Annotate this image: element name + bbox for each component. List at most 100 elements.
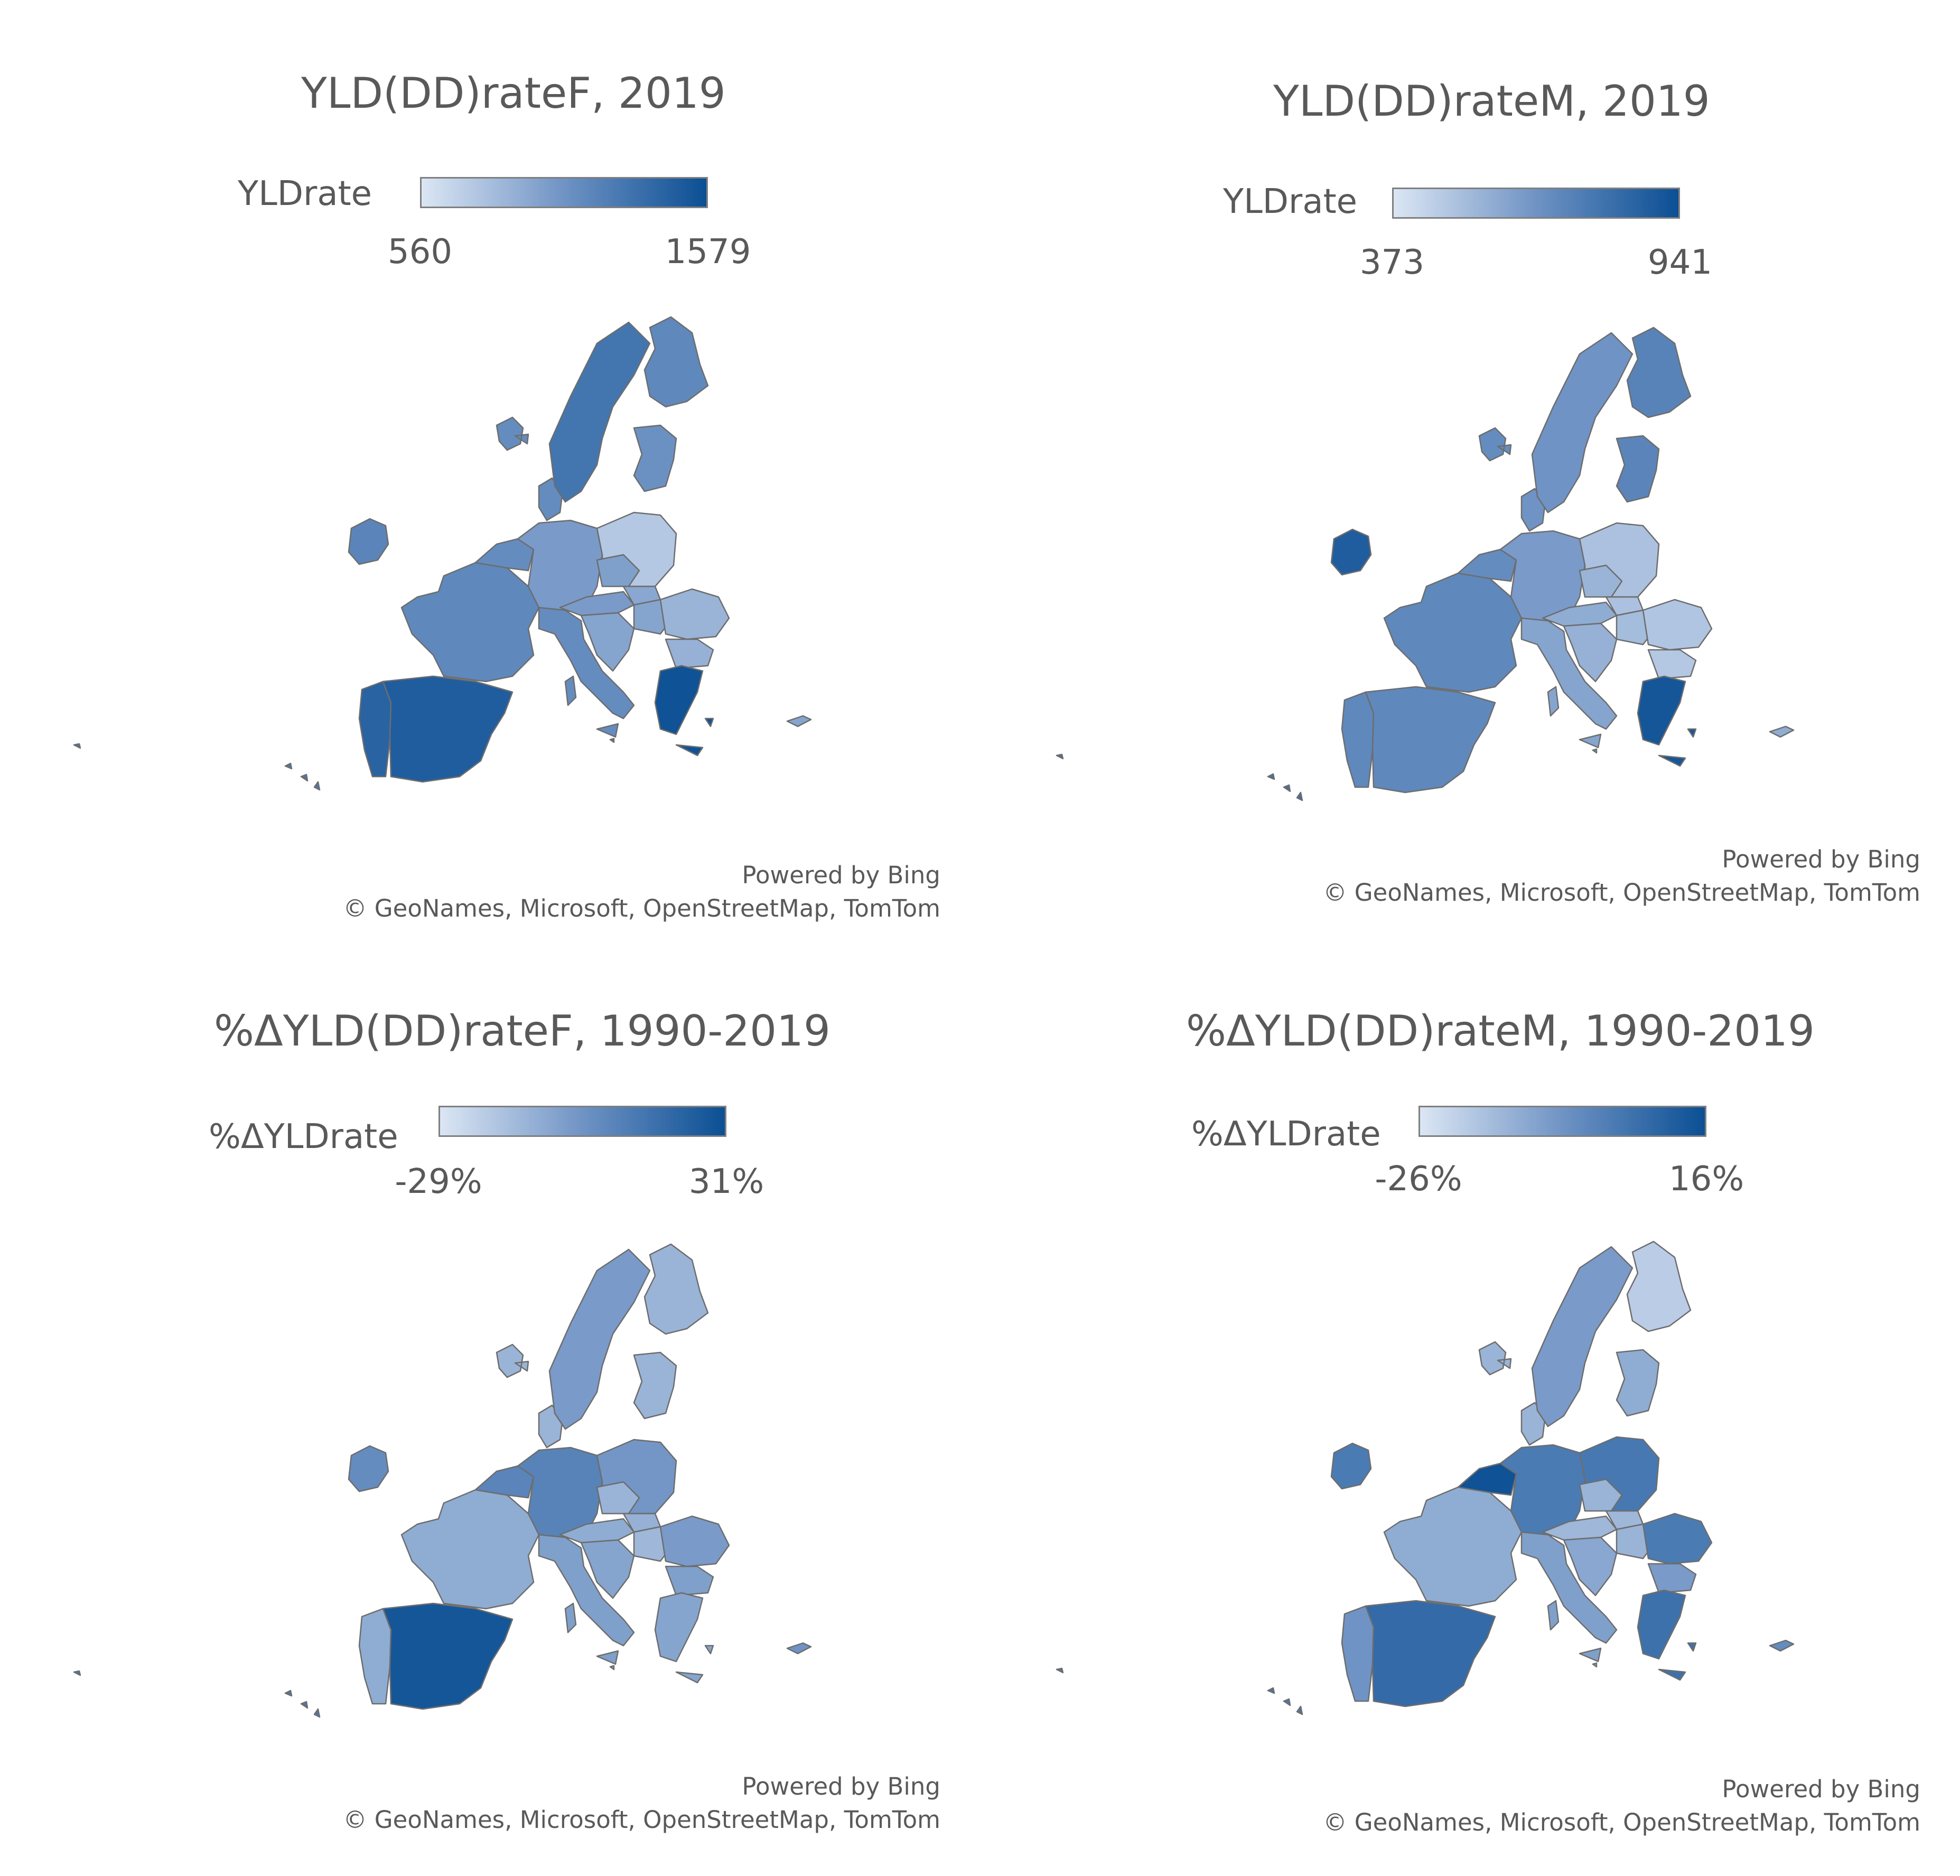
region-france <box>400 1489 540 1610</box>
region-islands <box>73 743 321 791</box>
map-credit: Powered by Bing © GeoNames, Microsoft, Op… <box>343 1772 940 1834</box>
map-title: %ΔYLD(DD)rateF, 1990-2019 <box>214 1006 830 1056</box>
region-islands <box>1056 1667 1303 1715</box>
map-credit: Powered by Bing © GeoNames, Microsoft, Op… <box>1323 1775 1920 1836</box>
powered-by-text: Powered by Bing <box>742 1772 940 1800</box>
region-romania <box>1642 1513 1713 1565</box>
region-france <box>1383 572 1523 693</box>
region-cyprus <box>1769 725 1795 738</box>
region-portugal <box>1341 691 1375 788</box>
region-france <box>1383 1486 1523 1607</box>
map-panel-f-2019: YLD(DD)rateF, 2019 YLDrate 560 1579 Powered … <box>0 0 980 938</box>
powered-by-text: Powered by Bing <box>1722 845 1920 873</box>
region-ireland <box>1330 1442 1372 1490</box>
region-spain <box>382 1602 514 1710</box>
region-baltics <box>1616 435 1660 503</box>
map-panel-f-change: %ΔYLD(DD)rateF, 1990-2019 %ΔYLDrate -29% 31… <box>0 938 980 1876</box>
region-finland <box>643 1243 709 1335</box>
region-slovenia-croatia <box>1563 1536 1618 1597</box>
legend-label: %ΔYLDrate <box>209 1117 398 1156</box>
region-romania <box>1642 599 1713 651</box>
region-greece <box>654 665 714 757</box>
region-ireland <box>348 518 389 565</box>
legend-color-ramp <box>1392 188 1680 219</box>
powered-by-text: Powered by Bing <box>1722 1775 1920 1803</box>
region-bulgaria <box>665 638 714 669</box>
region-czechia <box>1579 564 1623 598</box>
region-malta <box>609 1665 615 1670</box>
region-czechia <box>596 1481 640 1515</box>
region-spain <box>1365 1600 1496 1707</box>
europe-choropleth-map <box>1056 1240 1795 1715</box>
region-slovenia-croatia <box>580 1539 635 1599</box>
region-finland <box>643 316 709 408</box>
region-bulgaria <box>1647 649 1697 680</box>
region-greece <box>1637 1589 1697 1681</box>
europe-choropleth-map <box>73 316 812 791</box>
legend-max-value: 16% <box>1668 1160 1744 1199</box>
legend-max-value: 31% <box>688 1162 764 1201</box>
legend-color-ramp <box>420 177 708 208</box>
region-iceland-area <box>496 416 529 451</box>
legend-label: YLDrate <box>238 174 372 213</box>
region-italy <box>1520 617 1618 749</box>
region-norway-sweden <box>548 321 651 503</box>
region-portugal <box>1341 1605 1375 1702</box>
europe-choropleth-map <box>1056 326 1795 801</box>
region-islands <box>1056 753 1303 801</box>
powered-by-text: Powered by Bing <box>742 861 940 889</box>
legend-min-value: 560 <box>387 232 453 272</box>
region-romania <box>659 1515 730 1567</box>
region-czechia <box>596 554 640 587</box>
europe-choropleth-map <box>73 1243 812 1718</box>
region-italy <box>1520 1531 1618 1663</box>
legend-min-value: -26% <box>1375 1160 1462 1199</box>
region-cyprus <box>1769 1639 1795 1652</box>
region-iceland-area <box>496 1343 529 1378</box>
region-baltics <box>633 424 677 492</box>
region-baltics <box>1616 1349 1660 1417</box>
region-malta <box>609 738 615 743</box>
legend-color-ramp <box>438 1106 726 1137</box>
legend-label: %ΔYLDrate <box>1191 1115 1381 1154</box>
map-panel-m-2019: YLD(DD)rateM, 2019 YLDrate 373 941 Powered b… <box>980 0 1960 938</box>
region-greece <box>654 1592 714 1684</box>
region-malta <box>1592 748 1598 754</box>
region-baltics <box>633 1351 677 1420</box>
legend-max-value: 1579 <box>665 232 751 272</box>
region-spain <box>1365 686 1496 794</box>
region-romania <box>659 588 730 640</box>
legend-min-value: 373 <box>1359 243 1425 282</box>
region-portugal <box>358 1608 392 1705</box>
attribution-text: © GeoNames, Microsoft, OpenStreetMap, To… <box>1323 1808 1920 1836</box>
region-italy <box>538 606 635 738</box>
legend-max-value: 941 <box>1647 243 1713 282</box>
region-cyprus <box>786 715 812 727</box>
map-credit: Powered by Bing © GeoNames, Microsoft, Op… <box>343 861 940 922</box>
region-finland <box>1626 326 1692 418</box>
attribution-text: © GeoNames, Microsoft, OpenStreetMap, To… <box>1323 879 1920 907</box>
region-iceland-area <box>1478 1341 1512 1376</box>
region-italy <box>538 1534 635 1665</box>
legend-min-value: -29% <box>395 1162 482 1201</box>
region-norway-sweden <box>548 1248 651 1430</box>
map-panel-m-change: %ΔYLD(DD)rateM, 1990-2019 %ΔYLDrate -26% 16… <box>980 938 1960 1876</box>
region-slovenia-croatia <box>1563 622 1618 683</box>
map-title: YLD(DD)rateM, 2019 <box>1273 77 1710 126</box>
region-france <box>400 562 540 683</box>
region-iceland-area <box>1478 427 1512 462</box>
map-credit: Powered by Bing © GeoNames, Microsoft, Op… <box>1323 845 1920 907</box>
map-title: %ΔYLD(DD)rateM, 1990-2019 <box>1186 1006 1815 1056</box>
region-greece <box>1637 675 1697 767</box>
legend-color-ramp <box>1418 1106 1706 1137</box>
region-bulgaria <box>665 1565 714 1597</box>
attribution-text: © GeoNames, Microsoft, OpenStreetMap, To… <box>343 894 940 922</box>
region-malta <box>1592 1662 1598 1668</box>
region-finland <box>1626 1240 1692 1332</box>
region-slovenia-croatia <box>580 612 635 672</box>
region-bulgaria <box>1647 1563 1697 1594</box>
map-title: YLD(DD)rateF, 2019 <box>301 69 726 118</box>
region-norway-sweden <box>1531 1246 1634 1427</box>
region-spain <box>382 675 514 783</box>
region-czechia <box>1579 1478 1623 1512</box>
